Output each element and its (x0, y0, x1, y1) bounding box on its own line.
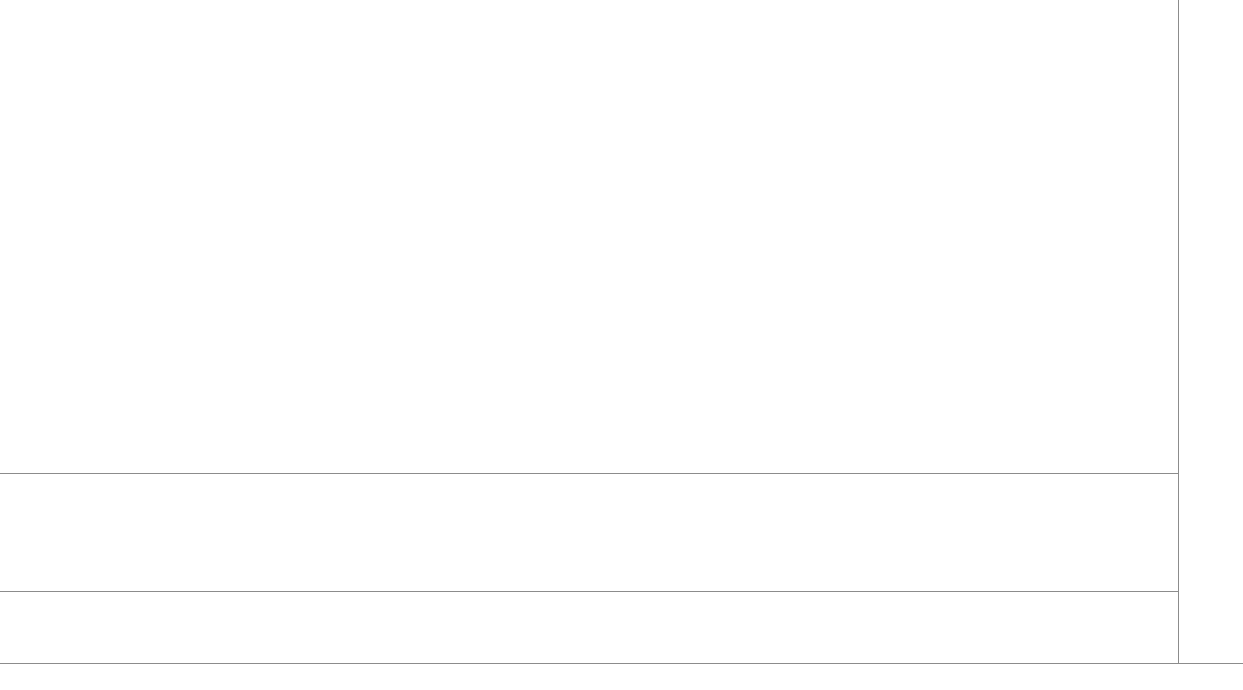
price-axis-divider (1178, 0, 1179, 663)
time-axis-divider (0, 663, 1243, 664)
rsi-label (5, 595, 17, 607)
price-axis[interactable] (1179, 0, 1243, 663)
panel-divider-macd[interactable] (0, 473, 1243, 474)
chart-header (7, 5, 37, 19)
rsi-chart[interactable] (0, 0, 1178, 71)
panel-divider-rsi[interactable] (0, 591, 1243, 592)
macd-label (5, 477, 23, 489)
time-axis[interactable] (0, 664, 1243, 690)
